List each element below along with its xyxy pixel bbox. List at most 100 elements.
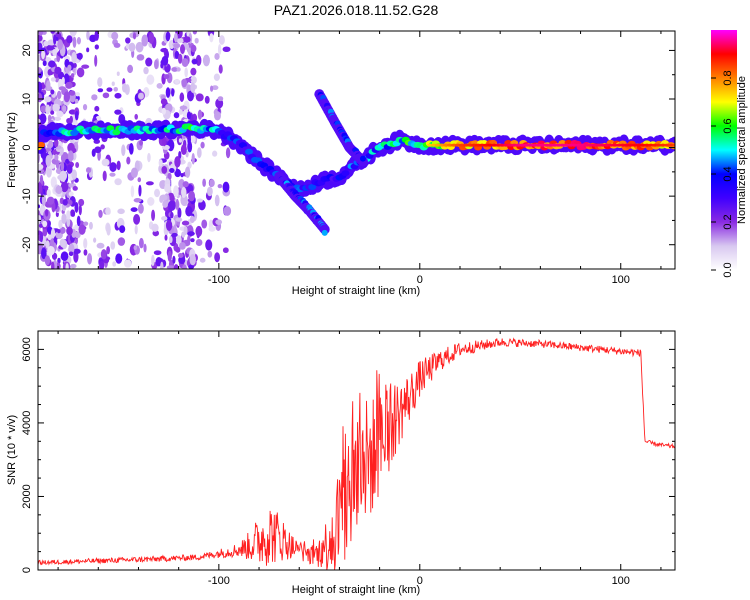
spectral-blob <box>175 246 181 253</box>
spectral-blob <box>180 44 185 55</box>
spectral-blob <box>54 154 59 161</box>
spectral-blob <box>138 237 144 249</box>
spectral-blob <box>44 255 51 266</box>
spectral-blob <box>67 150 74 162</box>
spectral-blob <box>187 235 191 244</box>
spectral-blob <box>133 198 142 203</box>
spectral-blob <box>217 184 223 189</box>
spectral-blob <box>65 263 69 269</box>
spectral-blob <box>178 179 185 189</box>
spectral-blob <box>171 88 175 97</box>
spectral-blob <box>109 172 116 177</box>
spectral-blob <box>167 250 172 263</box>
spectral-blob <box>112 261 117 267</box>
spectral-blob <box>50 77 56 82</box>
spectral-blob <box>57 39 64 51</box>
spectral-blob <box>196 198 203 203</box>
spectral-blob <box>194 37 199 44</box>
spectral-blob <box>197 109 203 120</box>
spectral-blob <box>189 253 196 266</box>
spectral-blob <box>176 38 184 44</box>
spectral-blob <box>321 229 328 236</box>
spectral-blob <box>173 112 180 119</box>
spectral-blob <box>162 136 167 147</box>
spectral-blob <box>59 170 68 181</box>
spectral-blob <box>154 59 159 70</box>
spectral-blob <box>102 170 107 182</box>
spectral-blob <box>38 223 44 228</box>
spectral-blob <box>96 242 105 249</box>
spectral-blob <box>44 96 52 103</box>
spectral-blob <box>163 74 170 79</box>
spectral-blob <box>38 204 41 209</box>
spectral-blob <box>38 182 43 194</box>
spectral-blob <box>165 219 173 231</box>
spectral-blob <box>195 93 204 102</box>
spectral-blob <box>153 250 162 256</box>
spectral-blob <box>66 35 73 44</box>
spectral-blob <box>209 179 215 187</box>
spectral-blob <box>177 253 184 258</box>
spectral-blob <box>65 81 73 89</box>
spectral-blob <box>184 67 188 78</box>
spectral-blob <box>214 52 220 60</box>
spectral-blob <box>174 78 180 84</box>
spectral-blob <box>117 208 125 215</box>
spectral-blob <box>106 87 113 92</box>
spectral-blob <box>189 215 195 224</box>
spectral-blob <box>164 183 172 193</box>
spectral-blob <box>38 118 41 124</box>
spectral-blob <box>56 90 62 100</box>
spectral-blob <box>190 67 197 76</box>
spectral-blob <box>114 92 122 99</box>
colorbar-ticks: 0.0 0.2 0.4 0.6 0.8 <box>711 70 734 278</box>
spectral-blob <box>160 261 164 269</box>
spectral-blob <box>42 228 48 237</box>
spectral-blob <box>121 83 127 93</box>
spectral-blob <box>114 109 122 115</box>
spectral-blob <box>46 189 51 197</box>
spectral-blob <box>69 31 77 37</box>
spectral-blob <box>139 139 144 146</box>
spectral-blob <box>91 94 98 101</box>
spectral-blob <box>154 188 161 198</box>
spectral-blob <box>60 181 69 193</box>
spectral-blob <box>76 37 81 45</box>
spectral-blob <box>61 213 67 225</box>
colorbar: 0.0 0.2 0.4 0.6 0.8 Normalized spectral ampl… <box>711 30 748 278</box>
spectral-blob <box>62 105 67 113</box>
spectral-blob <box>127 64 134 74</box>
spectral-blob <box>74 201 79 213</box>
spectral-blob <box>117 237 126 246</box>
spectral-blob <box>147 152 151 163</box>
spectral-blob <box>55 185 63 195</box>
spectral-blob <box>195 54 202 66</box>
spectral-blob <box>121 144 126 157</box>
spectral-blob <box>58 86 66 91</box>
spectral-blob <box>100 249 107 260</box>
spectral-blob <box>87 253 93 265</box>
spectral-blob <box>38 67 42 74</box>
spectral-blob <box>75 92 81 97</box>
colorbar-tick-label: 0.6 <box>722 118 734 133</box>
spectral-blob <box>171 232 178 237</box>
spectral-blob <box>167 172 172 181</box>
spectral-blob <box>218 64 223 74</box>
spectral-blob <box>151 254 155 267</box>
spectral-blob <box>188 190 196 202</box>
spectral-blob <box>184 166 191 178</box>
spectral-blob <box>217 96 224 102</box>
spectral-blob <box>202 54 210 67</box>
spectral-blob <box>172 255 176 264</box>
spectral-blob <box>47 246 55 256</box>
spectral-blob <box>56 110 64 118</box>
spectral-blob <box>201 219 208 229</box>
spectral-blob <box>214 111 221 121</box>
spectral-blob <box>180 173 184 178</box>
spectral-blob <box>97 88 104 93</box>
spectral-blob <box>38 163 44 170</box>
spectral-blob <box>130 185 135 198</box>
spectral-blob <box>174 50 180 60</box>
